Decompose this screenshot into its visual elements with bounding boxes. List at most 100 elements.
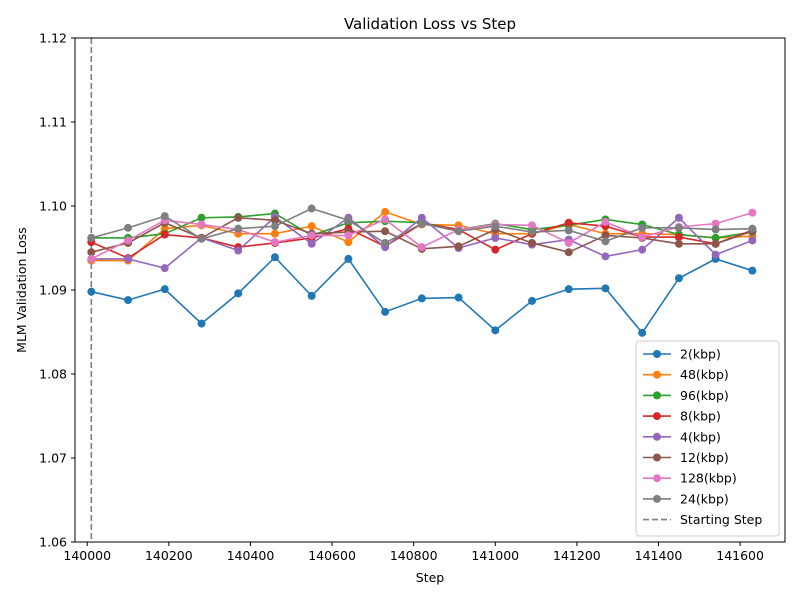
data-point [601, 252, 610, 261]
data-point [748, 236, 757, 245]
data-point [564, 226, 573, 235]
data-point [711, 219, 720, 228]
data-point [454, 227, 463, 236]
x-tick-label: 140200 [145, 548, 193, 563]
data-point [417, 294, 426, 303]
legend-item: 128(kbp) [643, 471, 737, 486]
data-point [87, 287, 96, 296]
data-point [381, 227, 390, 236]
chart-title: Validation Loss vs Step [344, 15, 516, 33]
data-point [344, 231, 353, 240]
data-point [307, 204, 316, 213]
data-point [234, 224, 243, 233]
data-point [417, 243, 426, 252]
data-point [344, 254, 353, 263]
data-point [674, 233, 683, 242]
legend-marker [653, 391, 661, 400]
legend-label: 96(kbp) [680, 388, 729, 403]
data-point [270, 253, 279, 262]
legend-item: 24(kbp) [643, 491, 729, 506]
x-tick-label: 140800 [390, 548, 438, 563]
x-tick-label: 140600 [308, 548, 356, 563]
data-point [307, 222, 316, 231]
data-point [124, 236, 133, 245]
legend-marker [653, 432, 661, 441]
data-point [160, 285, 169, 294]
data-point [601, 231, 610, 240]
data-point [124, 254, 133, 263]
y-tick-label: 1.06 [39, 535, 67, 550]
data-point [160, 264, 169, 273]
data-point [564, 285, 573, 294]
data-point [87, 248, 96, 257]
x-tick-label: 141000 [471, 548, 519, 563]
legend-item: 96(kbp) [643, 388, 729, 403]
data-point [381, 307, 390, 316]
data-point [564, 238, 573, 247]
data-point [270, 229, 279, 238]
data-point [564, 218, 573, 227]
data-point [454, 293, 463, 302]
x-tick-label: 141400 [635, 548, 683, 563]
data-point [270, 238, 279, 247]
legend-label: 128(kbp) [680, 471, 737, 486]
x-tick-label: 141200 [553, 548, 601, 563]
data-point [638, 223, 647, 232]
series-7 [87, 204, 757, 247]
data-point [197, 220, 206, 229]
legend-label: 24(kbp) [680, 491, 729, 506]
data-point [564, 248, 573, 257]
x-tick-label: 140000 [63, 548, 111, 563]
data-point [270, 216, 279, 225]
data-point [160, 212, 169, 221]
legend-label: 4(kbp) [680, 429, 721, 444]
data-point [528, 296, 537, 305]
axes: 140000 140200 140400 140600 140800 141000 1412… [39, 31, 786, 563]
legend-marker [653, 453, 661, 462]
legend-marker [653, 412, 661, 421]
data-point [160, 230, 169, 239]
legend-item: 4(kbp) [643, 429, 721, 444]
data-point [417, 219, 426, 228]
data-point [197, 234, 206, 243]
data-point [638, 245, 647, 254]
data-point [491, 326, 500, 335]
data-point [638, 328, 647, 337]
legend-label: 8(kbp) [680, 409, 721, 424]
x-tick-label: 140400 [227, 548, 275, 563]
data-point [197, 213, 206, 222]
data-point [601, 217, 610, 226]
data-point [491, 222, 500, 231]
data-point [234, 213, 243, 222]
legend-label: 2(kbp) [680, 347, 721, 362]
data-point [528, 228, 537, 237]
data-point [381, 238, 390, 247]
data-point [674, 213, 683, 222]
data-point [87, 254, 96, 263]
data-point [344, 216, 353, 225]
legend-marker [653, 350, 661, 358]
legend-item: Starting Step [643, 512, 762, 527]
y-tick-label: 1.11 [39, 115, 67, 130]
plot-area [87, 38, 757, 542]
y-tick-label: 1.12 [39, 31, 67, 46]
data-point [87, 233, 96, 242]
data-point [381, 207, 390, 216]
y-tick-label: 1.09 [39, 283, 67, 298]
data-point [638, 233, 647, 242]
data-point [124, 223, 133, 232]
data-point [344, 238, 353, 247]
data-point [197, 319, 206, 328]
legend-marker [653, 474, 661, 483]
data-point [417, 213, 426, 222]
legend-label: Starting Step [680, 512, 762, 527]
data-point [748, 224, 757, 233]
data-point [748, 208, 757, 217]
legend-marker [653, 370, 661, 379]
legend-item: 2(kbp) [643, 347, 721, 362]
legend-label: 12(kbp) [680, 450, 729, 465]
data-point [528, 238, 537, 247]
data-point [601, 284, 610, 293]
data-point [748, 266, 757, 275]
